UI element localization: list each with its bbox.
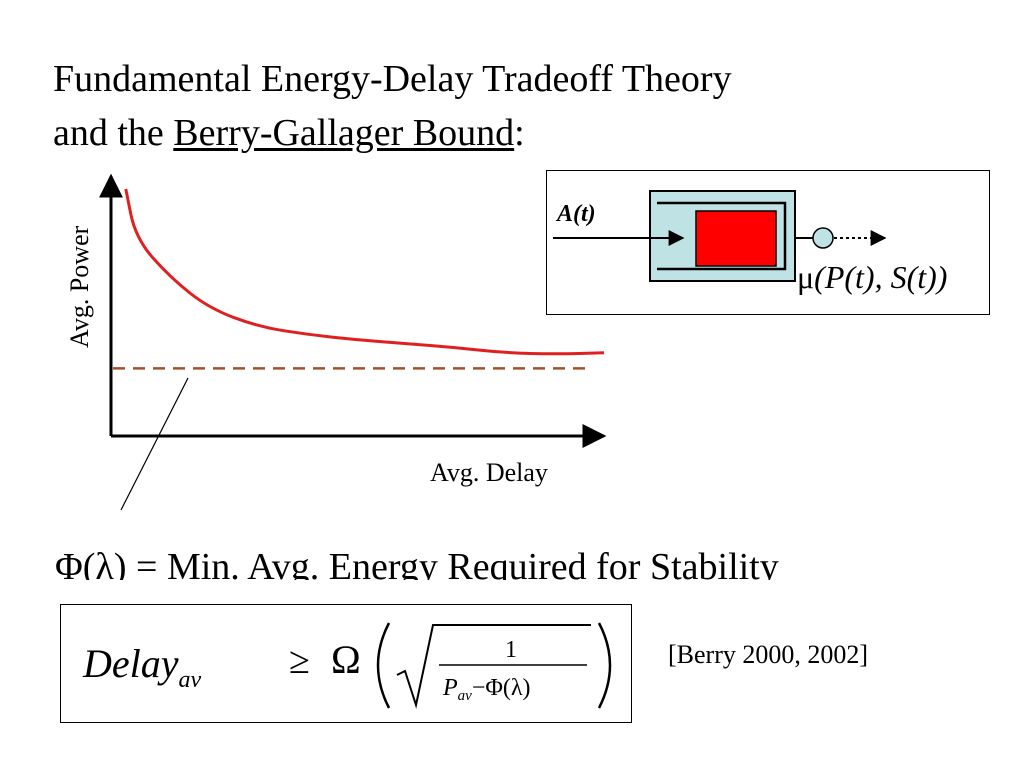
queue-diagram: A(t) μ(P(t), S(t))	[546, 170, 990, 315]
bound-name: Berry-Gallager Bound	[173, 112, 515, 154]
delay-bound-formula: Delayav ≥ Ω 1 Pav−Φ(λ)	[60, 604, 632, 723]
x-axis-label: Avg. Delay	[430, 458, 548, 487]
sqrt-symbol	[396, 624, 591, 709]
service-args: (P(t), S(t))	[814, 259, 948, 295]
y-axis-label: Avg. Power	[65, 225, 94, 348]
formula-numerator: 1	[505, 637, 517, 663]
queued-packets	[695, 210, 777, 267]
bound-pointer	[120, 377, 189, 511]
formula-omega: Ω	[331, 637, 361, 682]
service-rate-label: μ(P(t), S(t))	[797, 259, 947, 296]
formula-lhs: Delayav	[82, 641, 202, 693]
phi-definition: Φ(λ) = Min. Avg. Energy Required for Sta…	[55, 546, 779, 580]
server-node	[812, 227, 834, 249]
slide-title: Fundamental Energy-Delay Tradeoff Theory…	[53, 52, 732, 160]
tradeoff-curve	[124, 188, 605, 356]
queue-walls	[657, 201, 787, 271]
title-line-2-prefix: and the	[53, 112, 174, 154]
title-colon: :	[514, 112, 525, 154]
right-paren	[597, 622, 612, 709]
left-paren	[376, 622, 391, 709]
title-line-1: Fundamental Energy-Delay Tradeoff Theory	[53, 58, 732, 100]
citation: [Berry 2000, 2002]	[668, 640, 869, 669]
arrival-label: A(t)	[557, 201, 596, 227]
formula-relation: ≥	[289, 640, 310, 682]
formula-denominator: Pav−Φ(λ)	[442, 675, 531, 704]
mu-symbol: μ	[797, 259, 815, 295]
